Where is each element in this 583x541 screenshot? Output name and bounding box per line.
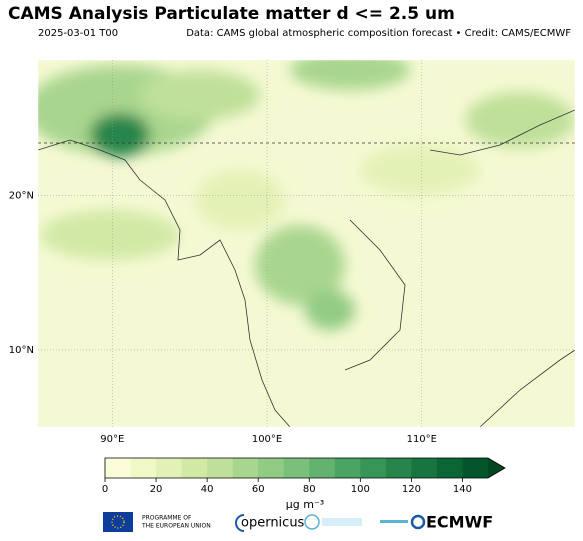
colorbar-extension <box>488 458 505 478</box>
colorbar-bin <box>105 458 131 478</box>
logos: PROGRAMME OF THE EUROPEAN UNION opernicu… <box>103 512 493 532</box>
copernicus-logo: opernicus <box>241 516 305 531</box>
colorbar-bin <box>258 458 285 478</box>
lat-label: 10°N <box>9 345 34 356</box>
colorbar-frame <box>104 457 506 479</box>
colorbar-bin <box>283 458 310 478</box>
colorbar-tick-label: 0 <box>102 484 108 495</box>
ecmwf-logo: ECMWF <box>426 513 493 532</box>
colorbar-bin <box>181 458 208 478</box>
colorbar-tick-label: 80 <box>303 484 316 495</box>
eu-text: THE EUROPEAN UNION <box>141 523 211 530</box>
colorbar-tick-label: 60 <box>252 484 265 495</box>
lon-label: 100°E <box>252 434 282 445</box>
colorbar-bin <box>207 458 233 478</box>
colorbar-bin <box>411 458 438 478</box>
lon-label: 110°E <box>407 434 437 445</box>
colorbar-bin <box>436 458 463 478</box>
colorbar-tick-label: 120 <box>402 484 421 495</box>
date: 2025-03-01 T00 <box>38 28 118 39</box>
colorbar-label: µg m⁻³ <box>286 498 324 511</box>
credit: Data: CAMS global atmospheric compositio… <box>186 28 571 39</box>
map-field <box>38 60 575 427</box>
colorbar-bin <box>462 458 489 478</box>
colorbar-bin <box>156 458 182 478</box>
eu-text: PROGRAMME OF <box>142 515 192 522</box>
colorbar-bin <box>309 458 336 478</box>
colorbar-tick-label: 100 <box>351 484 370 495</box>
map-frame <box>37 59 576 428</box>
colorbar-bin <box>130 458 157 478</box>
colorbar-bin <box>385 458 412 478</box>
colorbar-tick-label: 140 <box>453 484 472 495</box>
lat-label: 20°N <box>9 191 34 202</box>
colorbar-tick-label: 20 <box>150 484 163 495</box>
lon-label: 90°E <box>100 434 124 445</box>
colorbar-bin <box>334 458 361 478</box>
title: CAMS Analysis Particulate matter d <= 2.… <box>8 4 455 24</box>
colorbar-tick-label: 40 <box>201 484 214 495</box>
colorbar-bin <box>360 458 387 478</box>
colorbar-bin <box>232 458 259 478</box>
